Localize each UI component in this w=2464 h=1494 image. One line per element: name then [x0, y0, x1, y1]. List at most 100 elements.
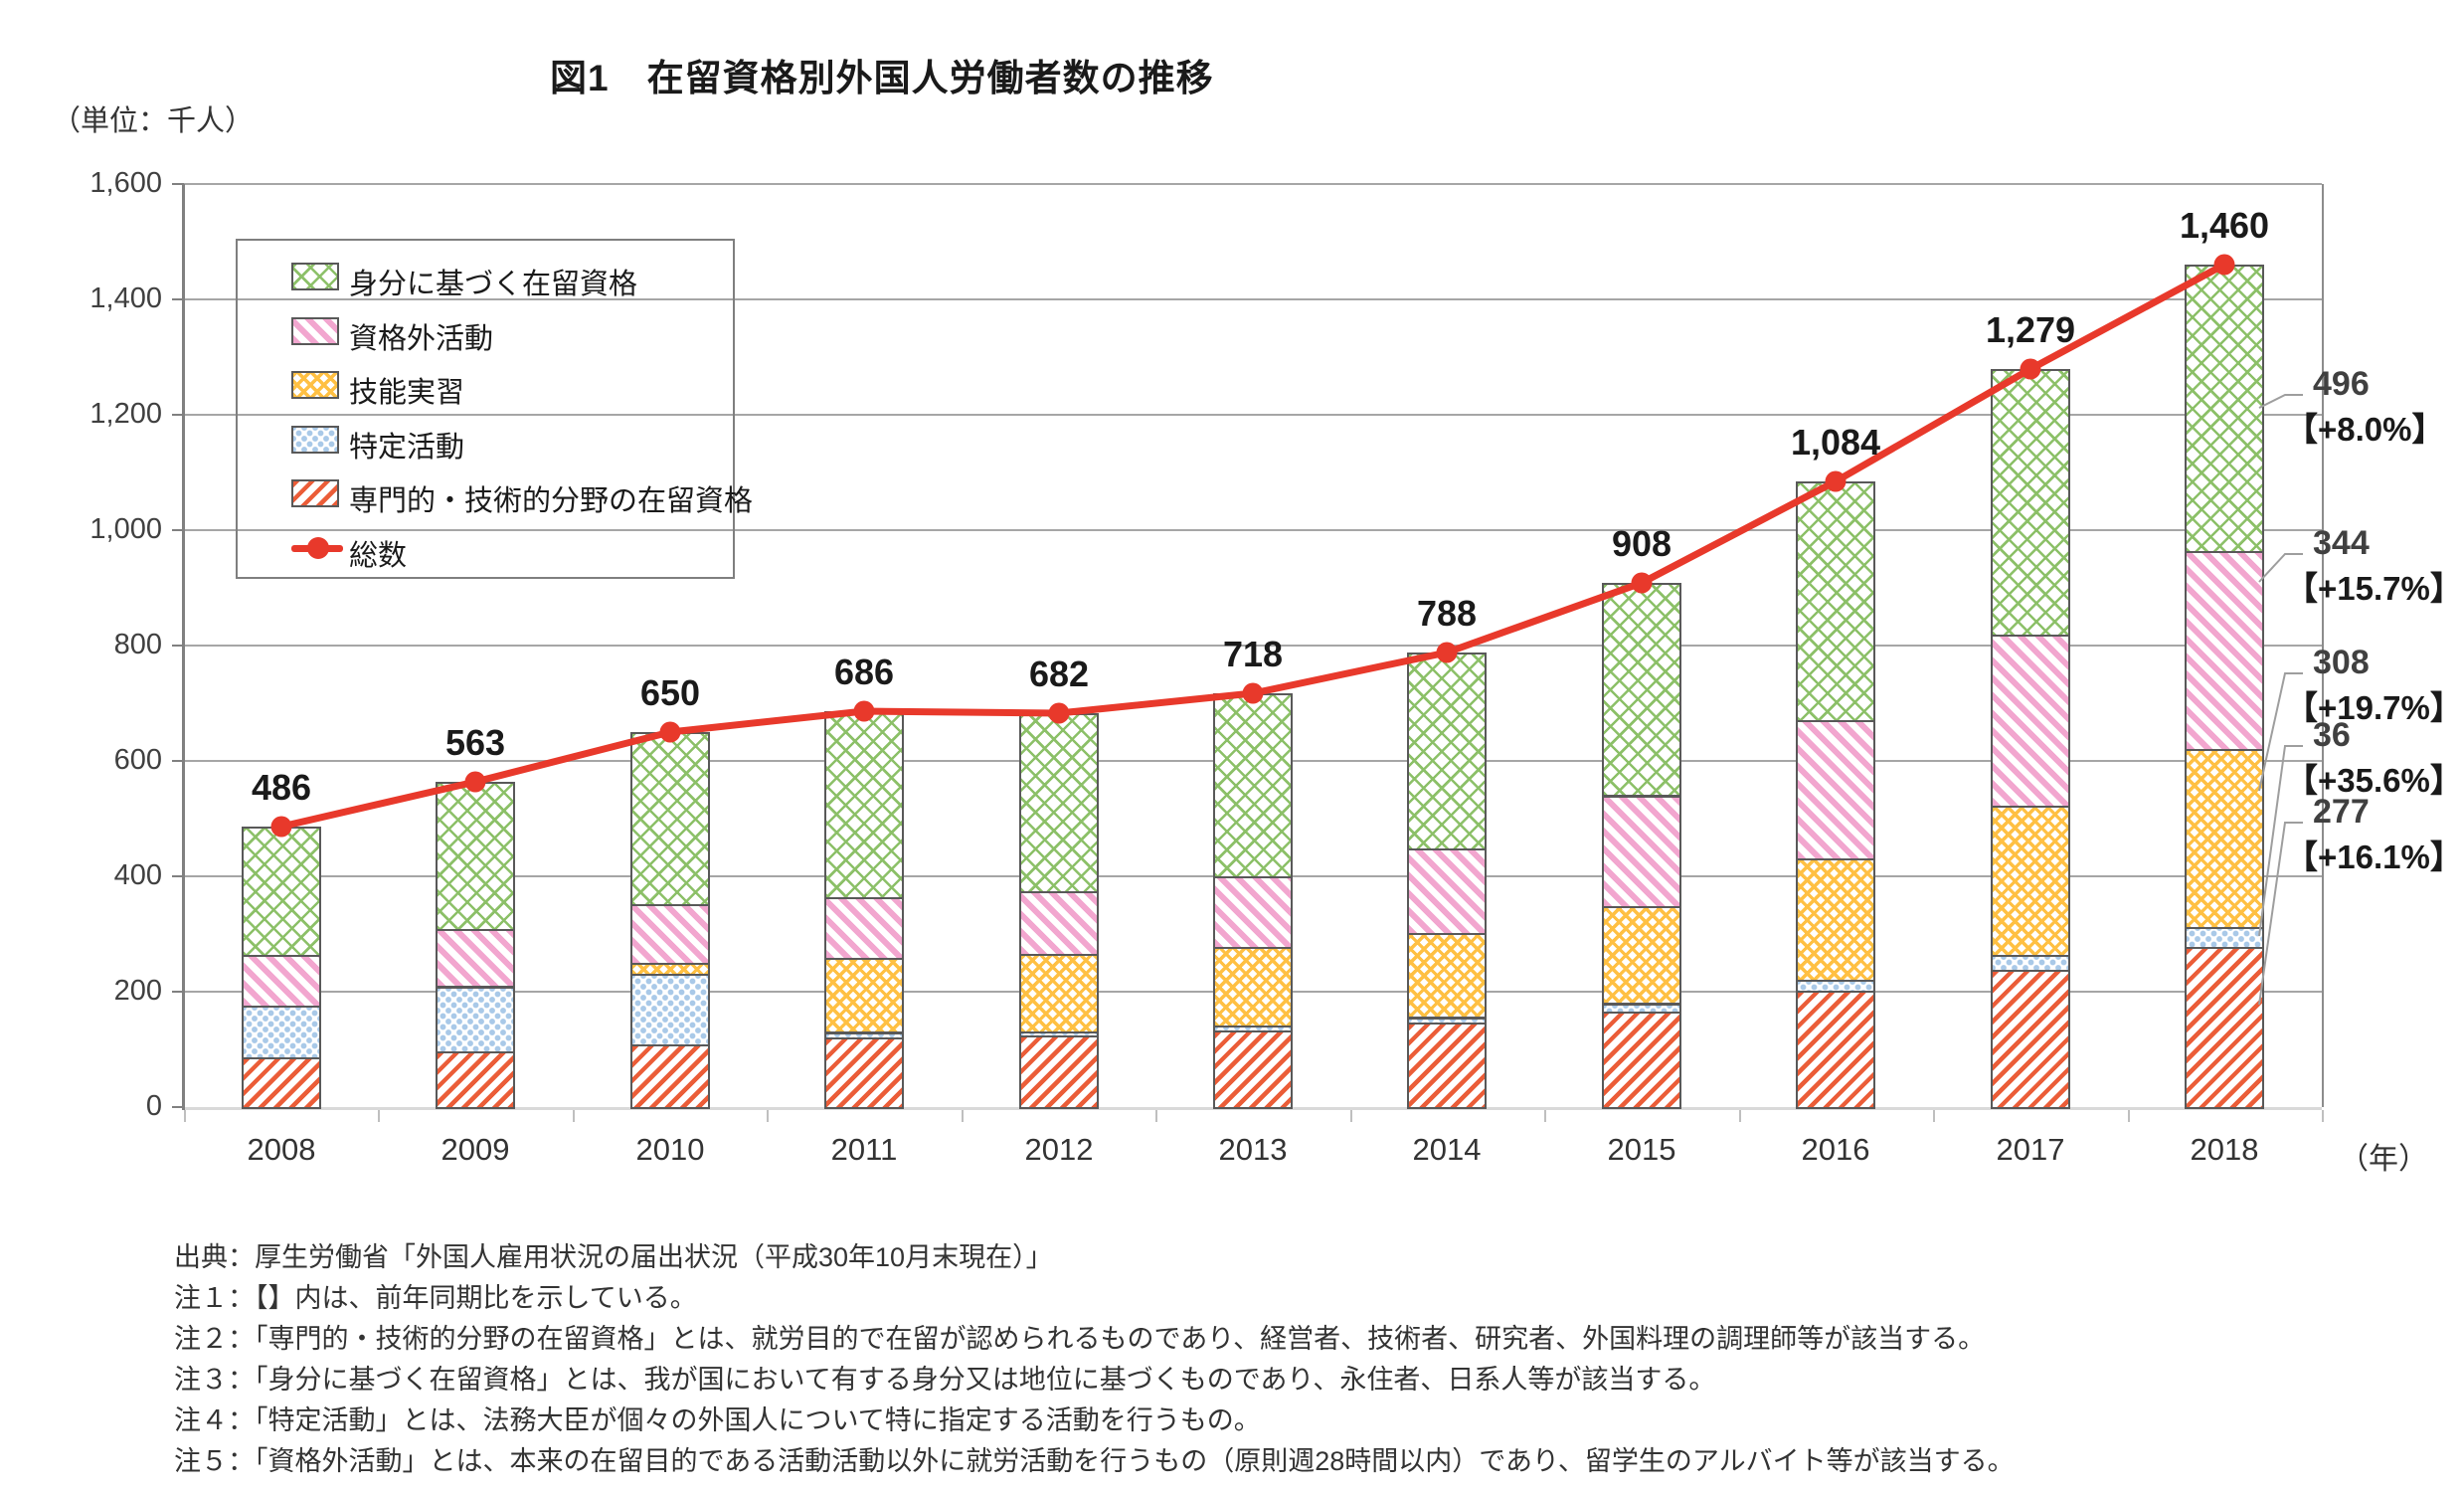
total-label-2012: 682 — [1028, 654, 1090, 694]
bar-2008-segment-blue — [242, 1006, 321, 1059]
callout-pct-blue: 【+35.6%】 — [2285, 762, 2463, 799]
y-tick-label-1600: 1,600 — [89, 167, 162, 199]
total-label-2015: 908 — [1611, 523, 1672, 564]
bar-2008-segment-green — [242, 827, 321, 957]
total-marker-2010 — [659, 721, 681, 743]
bar-2014-segment-blue — [1407, 1018, 1487, 1025]
bar-2011-segment-green — [824, 711, 904, 899]
callout-value-pink: 344 — [2313, 524, 2370, 562]
callout-leader-green — [2258, 394, 2303, 409]
bar-2017-segment-green — [1991, 369, 2070, 637]
y-axis-tick-1200 — [172, 414, 184, 416]
note-line-6: 注５：「資格外活動」とは、本来の在留目的である活動活動以外に就労活動を行うもの（… — [174, 1446, 2015, 1476]
y-tick-label-400: 400 — [113, 859, 162, 891]
legend-label-pink: 資格外活動 — [349, 322, 494, 355]
legend-swatch-green — [291, 263, 339, 290]
y-axis-tick-600 — [172, 760, 184, 762]
callout-pct-green: 【+8.0%】 — [2285, 411, 2445, 448]
x-axis-tick-7 — [1544, 1110, 1546, 1122]
legend-label-green: 身分に基づく在留資格 — [349, 269, 638, 300]
y-tick-label-1000: 1,000 — [89, 513, 162, 545]
total-label-2018: 1,460 — [2179, 205, 2270, 246]
gridline-1200 — [184, 414, 2322, 416]
bar-2015-segment-blue — [1602, 1004, 1681, 1014]
total-label-2009: 563 — [444, 722, 506, 763]
note-line-4: 注３：「身分に基づく在留資格」とは、我が国において有する身分又は地位に基づくもの… — [174, 1365, 1716, 1395]
x-tick-label-2010: 2010 — [635, 1132, 705, 1167]
total-label-2014: 788 — [1416, 593, 1478, 634]
bar-2009-segment-red — [436, 1051, 515, 1109]
bar-2014-segment-green — [1407, 653, 1487, 850]
total-label-2013: 718 — [1222, 634, 1284, 674]
total-marker-2017 — [2020, 358, 2041, 380]
x-axis-tick-2 — [573, 1110, 575, 1122]
bar-2016-segment-green — [1796, 481, 1875, 722]
legend-swatch-yellow — [291, 371, 339, 399]
x-tick-label-2014: 2014 — [1412, 1132, 1482, 1167]
x-axis-tick-10 — [2128, 1110, 2130, 1122]
x-axis-tick-6 — [1350, 1110, 1352, 1122]
bar-2010-segment-blue — [630, 974, 710, 1046]
y-axis-line — [182, 184, 185, 1110]
x-axis-tick-11 — [2322, 1110, 2324, 1122]
callout-pct-red: 【+16.1%】 — [2285, 839, 2463, 875]
bar-2018-segment-red — [2185, 947, 2264, 1109]
y-axis-tick-1600 — [172, 183, 184, 185]
legend-total-line-marker — [307, 536, 329, 559]
bar-2009-segment-pink — [436, 929, 515, 988]
plot-right-border — [2322, 184, 2324, 1107]
legend-swatch-blue — [291, 425, 339, 454]
bar-2009-segment-blue — [436, 987, 515, 1053]
note-line-1: 出典：厚生労働省「外国人雇用状況の届出状況（平成30年10月末現在）」 — [174, 1242, 1053, 1272]
bar-2010-segment-pink — [630, 904, 710, 965]
bar-2010-segment-red — [630, 1044, 710, 1109]
bar-2018-segment-yellow — [2185, 749, 2264, 929]
bar-2013-segment-green — [1213, 693, 1293, 878]
bar-2013-segment-pink — [1213, 876, 1293, 949]
x-tick-label-2016: 2016 — [1801, 1132, 1870, 1167]
gridline-1000 — [184, 529, 2322, 531]
x-tick-label-2012: 2012 — [1024, 1132, 1094, 1167]
callout-pct-pink: 【+15.7%】 — [2285, 570, 2463, 607]
bar-2013-segment-yellow — [1213, 947, 1293, 1027]
total-label-2010: 650 — [639, 672, 701, 713]
legend-swatch-red — [291, 479, 339, 507]
x-axis-tick-0 — [184, 1110, 186, 1122]
x-axis-tick-5 — [1155, 1110, 1157, 1122]
bar-2010-segment-green — [630, 732, 710, 906]
y-tick-label-1400: 1,400 — [89, 282, 162, 314]
y-tick-label-600: 600 — [113, 744, 162, 776]
callout-pct-yellow: 【+19.7%】 — [2285, 689, 2463, 726]
y-axis-tick-0 — [172, 1106, 184, 1108]
legend: 身分に基づく在留資格 資格外活動 技能実習 特定活動 専門的・技術的分野の在留資格 総数 — [236, 239, 753, 579]
legend-label-yellow: 技能実習 — [349, 377, 465, 409]
bar-2013-segment-red — [1213, 1030, 1293, 1109]
x-tick-label-2013: 2013 — [1218, 1132, 1288, 1167]
x-tick-label-2015: 2015 — [1607, 1132, 1676, 1167]
x-axis-tick-9 — [1933, 1110, 1935, 1122]
bar-2014-segment-pink — [1407, 848, 1487, 935]
bar-2009-segment-green — [436, 782, 515, 931]
bar-2015-segment-green — [1602, 583, 1681, 797]
unit-label: （単位：千人） — [52, 105, 255, 137]
y-tick-label-800: 800 — [113, 629, 162, 660]
x-tick-label-2011: 2011 — [830, 1132, 898, 1167]
y-axis-tick-1000 — [172, 529, 184, 531]
total-label-2017: 1,279 — [1985, 309, 2076, 350]
callout-leader-yellow — [2258, 672, 2303, 792]
x-tick-label-2009: 2009 — [440, 1132, 510, 1167]
bar-2012-segment-green — [1019, 713, 1099, 893]
bar-2015-segment-yellow — [1602, 906, 1681, 1005]
bar-2008-segment-pink — [242, 955, 321, 1008]
bar-2018-segment-pink — [2185, 550, 2264, 751]
x-axis-unit-suffix: （年） — [2339, 1143, 2428, 1176]
y-axis-tick-800 — [172, 645, 184, 647]
x-axis-tick-1 — [378, 1110, 380, 1122]
bar-2008-segment-red — [242, 1057, 321, 1109]
y-axis-tick-1400 — [172, 298, 184, 300]
x-axis-tick-4 — [962, 1110, 964, 1122]
x-tick-label-2008: 2008 — [247, 1132, 316, 1167]
callout-value-red: 277 — [2313, 793, 2370, 831]
total-label-2016: 1,084 — [1790, 422, 1881, 463]
